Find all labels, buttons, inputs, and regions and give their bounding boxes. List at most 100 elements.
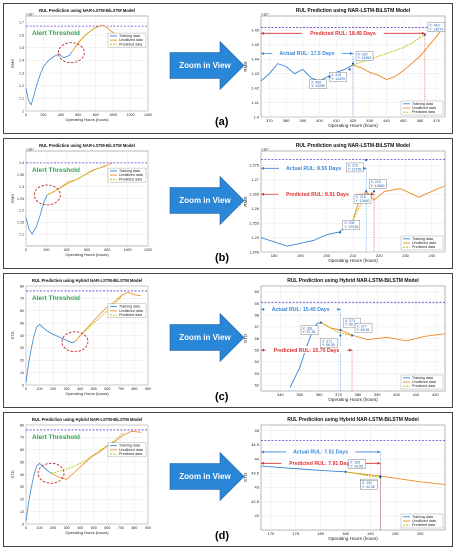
axis-exponent: ×10⁴ <box>26 13 34 17</box>
chart-title: RUL Prediction using NAR-LSTM-BiLSTM Mod… <box>39 143 135 148</box>
datatip-y: Y: 56.26 <box>357 328 370 332</box>
y-tick-label: 50 <box>20 460 24 464</box>
y-tick-label: 0 <box>22 522 24 526</box>
x-tick-label: 200 <box>417 531 424 536</box>
x-tick-label: 200 <box>323 253 330 258</box>
datatip-x: X: 418 <box>331 73 341 77</box>
y-tick-label: 1.35 <box>17 173 24 177</box>
y-tick-label: 1.255 <box>249 220 260 225</box>
y-tick-label: 1.3 <box>19 185 24 189</box>
full-chart-c: RUL Prediction using Hybrid NAR-LSTM-BiL… <box>10 278 151 396</box>
legend-box <box>400 513 444 529</box>
series-line-3 <box>352 34 426 66</box>
datatip-marker <box>351 62 355 65</box>
panel-label-b: (b) <box>215 252 230 264</box>
rul-label-bg <box>302 29 384 37</box>
datatip-box <box>300 325 319 335</box>
x-tick-label: 100 <box>37 387 43 391</box>
x-tick-label: 700 <box>118 387 124 391</box>
y-tick-label: 43.5 <box>251 471 260 476</box>
x-axis-label: Operating Hours (hours) <box>328 536 378 541</box>
x-tick-label: 410 <box>333 118 340 123</box>
y-tick-label: 40 <box>20 473 24 477</box>
zoom-chart-c: RUL Prediction using Hybrid NAR-LSTM-BiL… <box>243 278 446 402</box>
x-tick-label: 370 <box>335 392 342 397</box>
series-line-1 <box>25 462 52 522</box>
y-tick-label: 1.6 <box>19 33 24 37</box>
datatip-marker <box>372 190 376 193</box>
legend-entry: Unutilized data <box>412 380 436 384</box>
rul-arrow-head <box>377 461 381 465</box>
rul-arrow-head <box>363 166 367 170</box>
legend-box <box>107 442 147 458</box>
y-tick-label: 1.2 <box>19 209 24 213</box>
x-tick-label: 195 <box>392 531 399 536</box>
datatip-y: Y: 14574 <box>429 27 443 31</box>
y-tick-label: 44.5 <box>251 442 260 447</box>
y-tick-label: 44 <box>255 456 260 461</box>
y-tick-label: 1.46 <box>251 28 260 33</box>
x-tick-label: 600 <box>104 387 110 391</box>
legend-entry: Unutilized data <box>119 173 143 177</box>
datatip-x: X: 371 <box>322 339 332 343</box>
alert-threshold-label: Alert Threshold <box>32 434 80 441</box>
series-line-1 <box>260 465 346 473</box>
y-tick-label: 52 <box>255 382 260 387</box>
x-tick-label: 440 <box>383 118 390 123</box>
x-tick-label: 600 <box>84 248 90 252</box>
series-line-2 <box>352 25 446 80</box>
y-tick-label: 60 <box>20 309 24 313</box>
rul-label-bg <box>286 447 356 455</box>
datatip-x: X: 377 <box>357 324 367 328</box>
datatip-y: Y: 43.36 <box>362 485 375 489</box>
rul-label-bg <box>278 190 357 198</box>
datatip-x: X: 361 <box>303 326 313 330</box>
legend-entry: Unutilized data <box>412 241 436 245</box>
datatip-marker <box>348 68 351 71</box>
figure-panel-b: RUL Prediction using NAR-LSTM-BiLSTM Mod… <box>3 138 453 269</box>
datatip-x: X: 205 <box>344 221 354 225</box>
datatip-box <box>368 179 387 189</box>
zoom-arrow-label: Zoom in View <box>179 333 231 342</box>
y-tick-label: 70 <box>20 297 24 301</box>
legend-entry: Training data <box>412 515 433 519</box>
legend-entry: Predicted data <box>119 452 142 456</box>
x-tick-label: 390 <box>374 392 381 397</box>
legend-entry: Unutilized data <box>119 448 143 452</box>
datatip-x: X: 420 <box>358 52 368 56</box>
alert-threshold-label: Alert Threshold <box>32 30 80 37</box>
full-chart-b: RUL Prediction using NAR-LSTM-BiLSTM Mod… <box>10 143 152 257</box>
y-axis-label: RMS <box>10 59 15 68</box>
y-tick-label: 1.25 <box>17 197 24 201</box>
datatip-y: Y: 12518 <box>344 225 358 229</box>
rul-arrow-head <box>350 52 353 56</box>
x-tick-label: 420 <box>350 118 357 123</box>
x-axis-label: Operating Hours (hours) <box>328 123 378 128</box>
y-tick-label: 70 <box>20 436 24 440</box>
datatip-x: X: 215 <box>371 180 381 184</box>
rul-arrow-head <box>421 31 425 35</box>
y-tick-label: 59 <box>255 301 260 306</box>
datatip-y: Y: 14280 <box>311 84 325 88</box>
rul-label: Actual RUL: 17.5 Days <box>279 51 334 57</box>
datatip-box <box>427 22 446 32</box>
datatip-x: X: 371 <box>345 319 355 323</box>
y-tick-label: 1.2 <box>19 84 24 88</box>
rul-arrow-head <box>337 307 341 311</box>
rul-arrow-head <box>261 307 264 311</box>
datatip-marker <box>350 334 354 337</box>
zoom-chart-d: RUL Prediction using Hybrid NAR-LSTM-BiL… <box>243 417 446 541</box>
y-tick-label: 1.27 <box>251 177 260 182</box>
y-tick-label: 43 <box>255 485 260 490</box>
datatip-marker <box>319 321 323 324</box>
x-axis-label: Operating Hours (hours) <box>65 391 109 396</box>
series-line-2 <box>345 471 446 486</box>
y-tick-label: 80 <box>20 423 24 427</box>
x-tick-label: 0 <box>25 526 27 530</box>
rul-arrow-head <box>377 450 381 454</box>
x-tick-label: 420 <box>432 392 439 397</box>
datatip-box <box>342 220 361 230</box>
datatip-x: X: 192 <box>362 481 372 485</box>
y-axis-label: RMS <box>243 61 248 71</box>
y-tick-label: 58 <box>255 312 260 317</box>
